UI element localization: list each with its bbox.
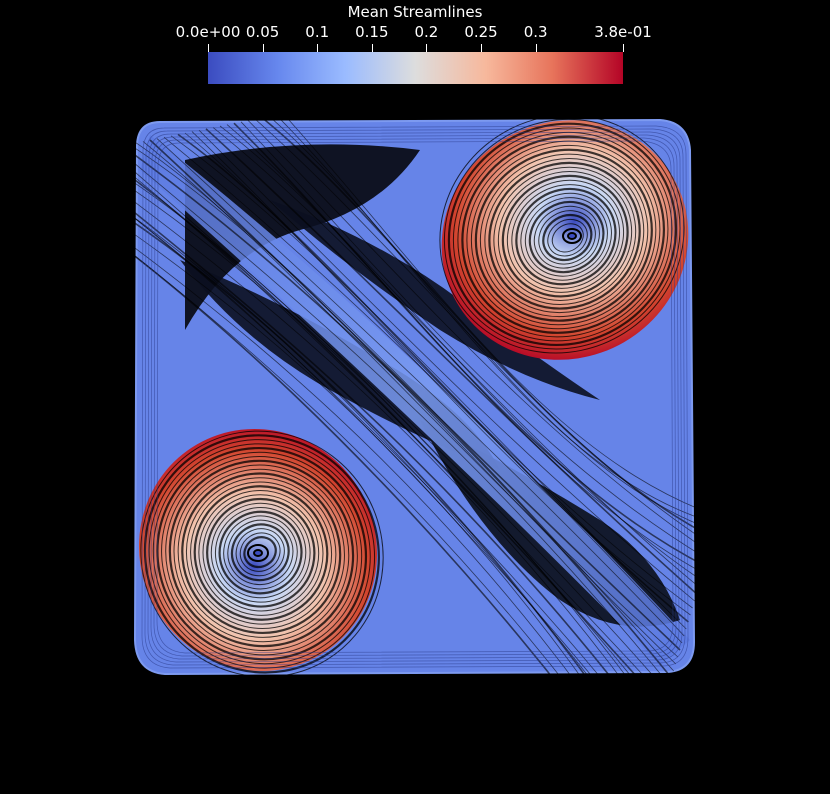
colorbar-tick-mark: [426, 44, 427, 52]
colorbar-tick-mark: [317, 44, 318, 52]
colorbar-tick-mark: [372, 44, 373, 52]
colorbar-tick-mark: [481, 44, 482, 52]
colorbar-tick-label: 0.2: [414, 23, 439, 41]
colorbar-title: Mean Streamlines: [347, 3, 483, 21]
colorbar: [208, 52, 623, 84]
colorbar-tick-mark: [536, 44, 537, 52]
colorbar-tick-label: 0.25: [464, 23, 498, 41]
colorbar-tick-label: 0.15: [355, 23, 389, 41]
vortex-core-top-right: [562, 228, 582, 244]
colorbar-tick-label: 3.8e-01: [594, 23, 652, 41]
colorbar-tick-mark: [623, 44, 624, 52]
colorbar-tick-mark: [263, 44, 264, 52]
colorbar-tick-label: 0.0e+00: [175, 23, 241, 41]
colorbar-tick-label: 0.3: [523, 23, 548, 41]
vortex-core-bottom-left: [247, 544, 269, 562]
colorbar-tick-label: 0.05: [245, 23, 280, 41]
colorbar-tick-mark: [208, 44, 209, 52]
colorbar-tick-label: 0.1: [305, 23, 330, 41]
